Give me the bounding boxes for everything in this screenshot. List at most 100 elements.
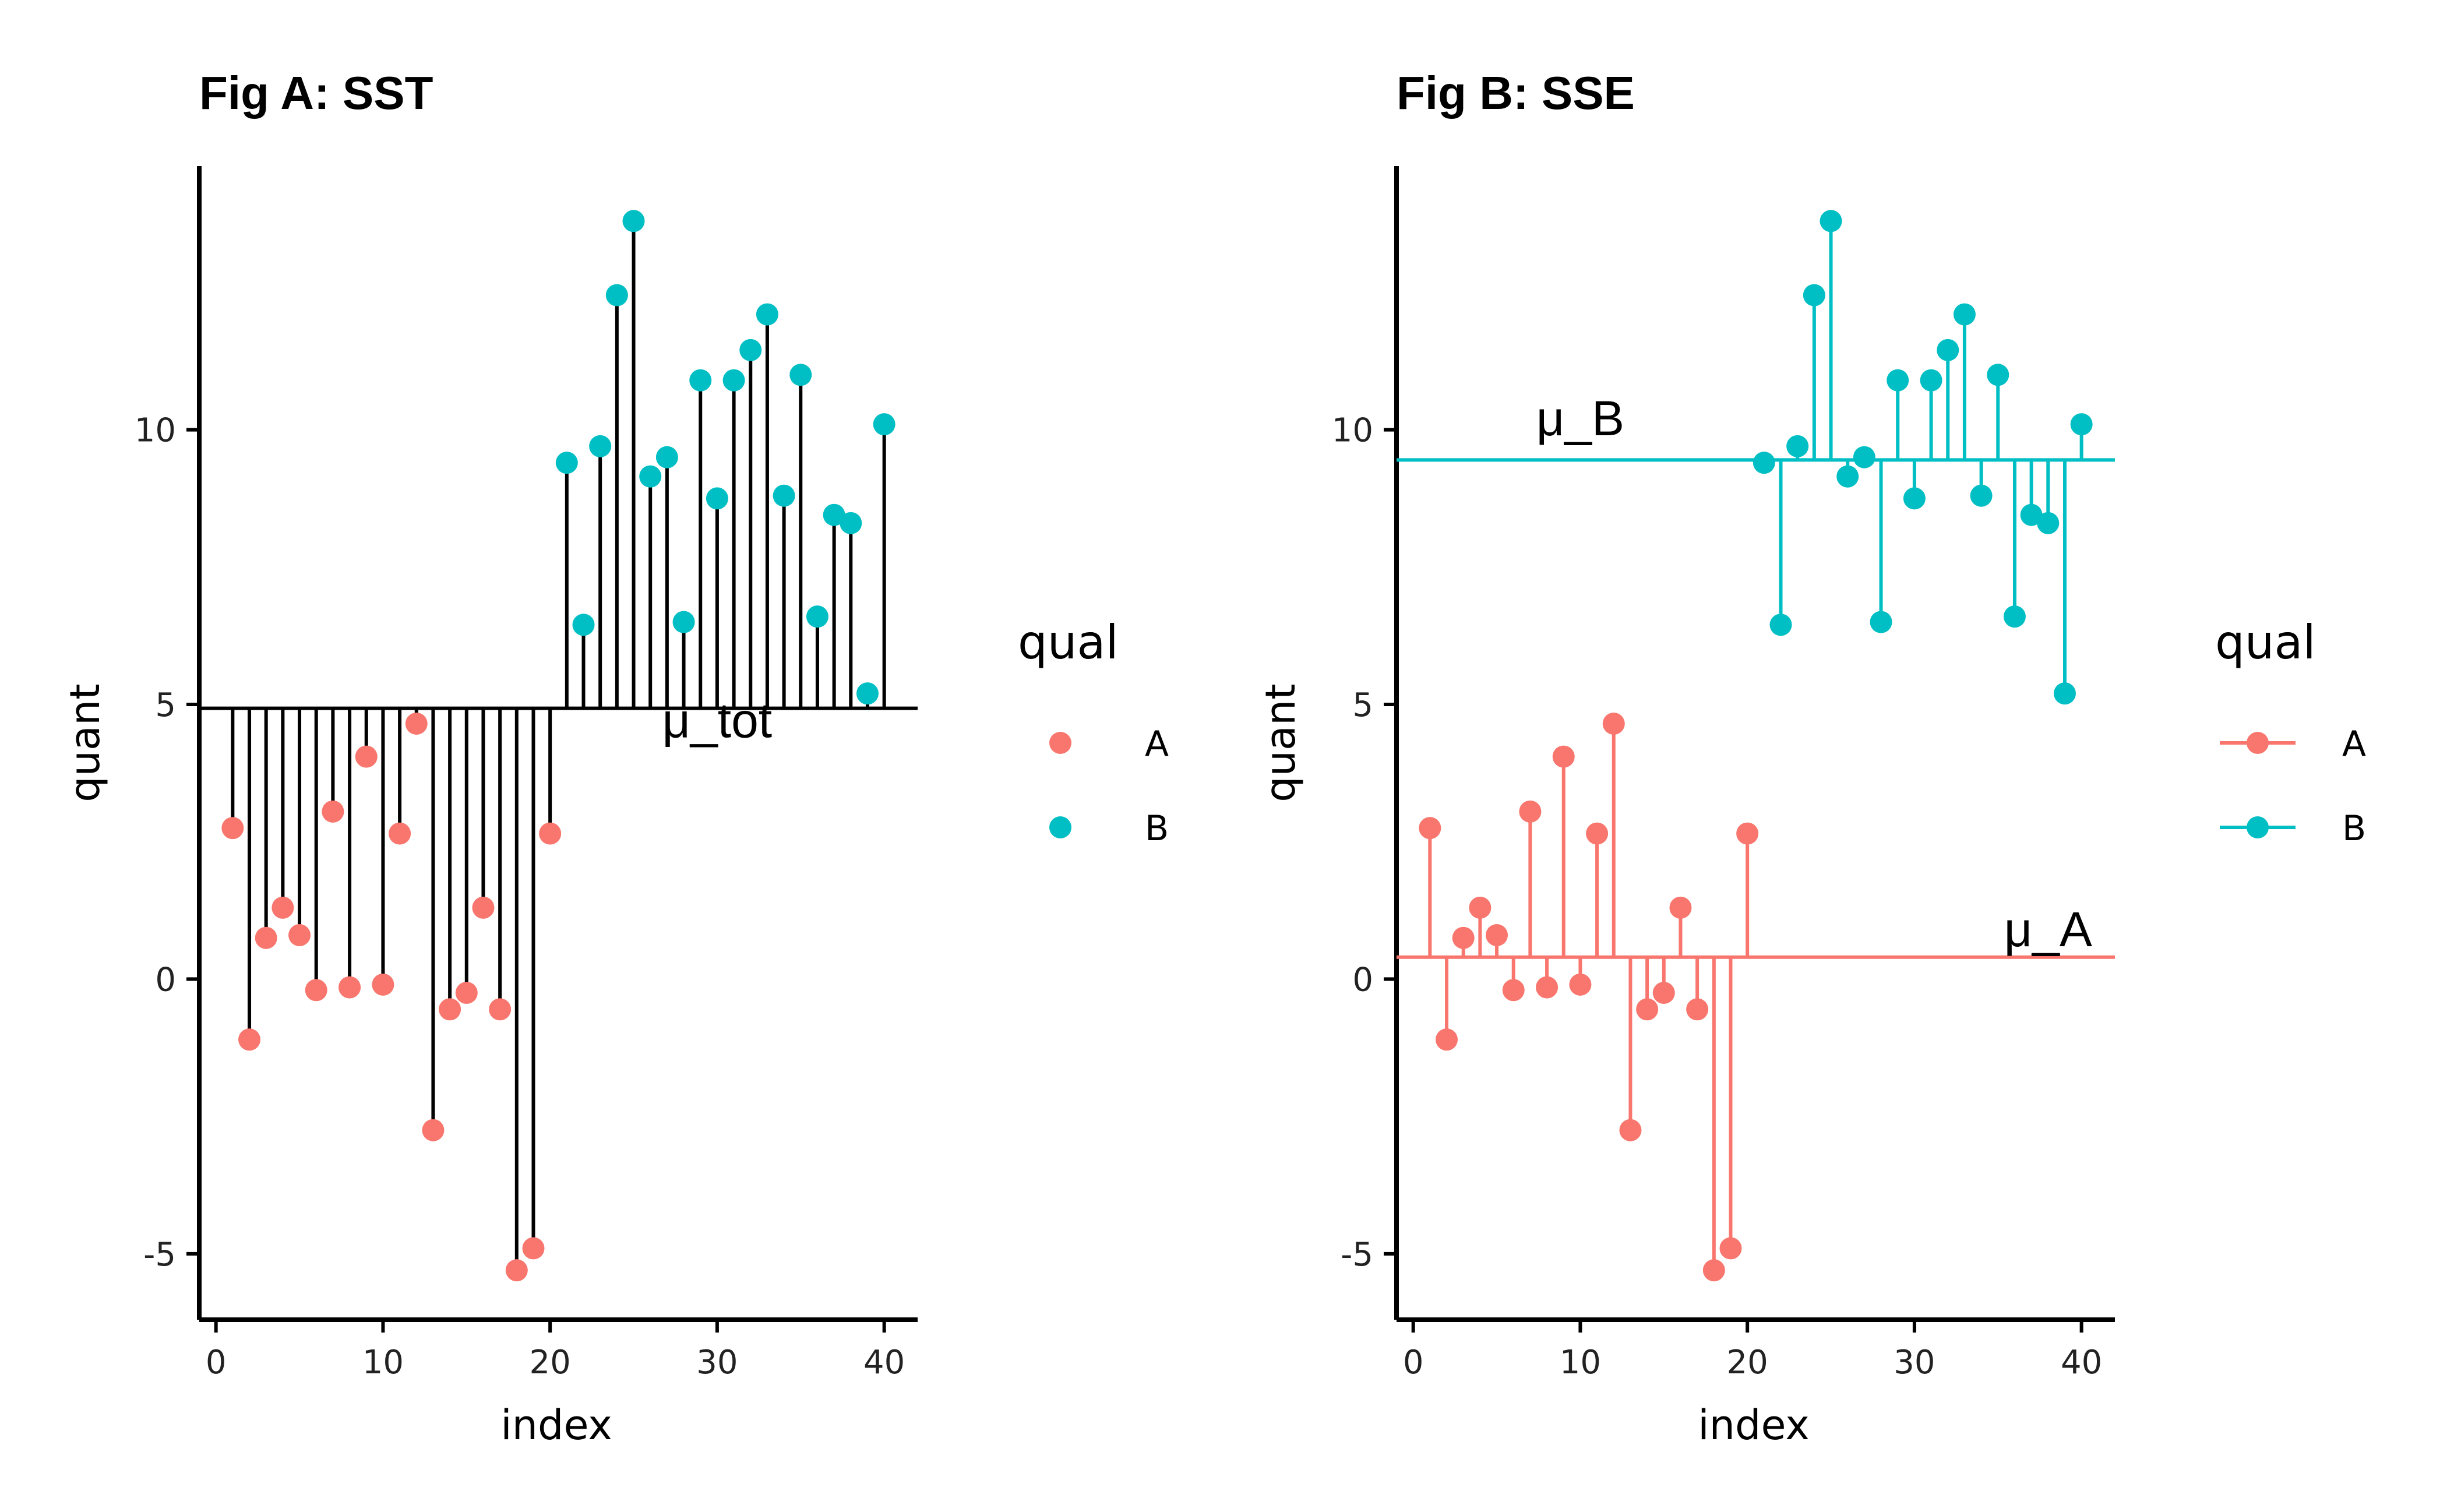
point-B-23 [1786,435,1809,457]
point-B-37 [823,503,845,526]
point-A-2 [238,1028,261,1051]
y-tick-label: 5 [1352,686,1373,724]
legend: qual A B [1018,615,1169,849]
point-B-22 [1769,614,1792,636]
point-B-28 [1870,611,1892,633]
point-A-16 [1669,896,1692,919]
point-B-31 [722,369,745,392]
panel-fig-a: Fig A: SST index quant 0 10 20 30 40 -5 0 5 10 μ_… [61,67,1169,1449]
point-A-10 [372,973,394,996]
point-B-26 [1836,465,1859,488]
legend-label-A: A [1145,724,1169,764]
y-axis-title: quant [61,683,109,802]
point-B-29 [1887,369,1909,392]
point-A-7 [1519,800,1542,823]
point-B-30 [706,487,728,510]
plot-area: 0 10 20 30 40 -5 0 5 10 μ_tot [135,166,918,1381]
point-B-33 [756,303,778,326]
point-A-12 [405,713,428,735]
point-B-32 [1937,339,1959,361]
point-B-36 [2003,605,2026,628]
point-B-27 [655,446,678,468]
point-B-21 [555,452,578,474]
x-tick-label: 10 [362,1344,404,1381]
annotation-label: μ_A [2004,902,2092,957]
point-A-14 [1636,998,1659,1021]
x-tick-label: 30 [696,1344,738,1381]
point-A-12 [1602,713,1625,735]
x-tick-label: 30 [1894,1344,1935,1381]
x-tick-label: 40 [863,1344,905,1381]
legend-key-A [2247,732,2269,754]
x-axis-title: index [1698,1401,1810,1449]
legend-title: qual [1018,615,1119,669]
point-A-18 [505,1259,528,1282]
point-A-9 [1552,745,1575,768]
point-A-15 [1652,982,1675,1004]
point-A-19 [522,1237,545,1260]
y-tick-label: 0 [1352,961,1373,999]
point-B-36 [806,605,828,628]
point-A-16 [472,896,495,919]
point-A-10 [1569,973,1592,996]
point-B-34 [1970,484,1993,507]
point-A-1 [1419,817,1441,840]
x-tick-label: 20 [530,1344,571,1381]
y-tick-label: 5 [155,686,176,724]
point-A-11 [389,822,411,845]
point-B-21 [1753,452,1775,474]
legend-title: qual [2215,615,2316,669]
chart-title: Fig B: SSE [1397,67,1635,119]
point-A-8 [1536,976,1559,999]
point-B-31 [1920,369,1942,392]
point-B-22 [572,614,595,636]
point-B-33 [1953,303,1976,326]
legend-label-B: B [1145,808,1169,849]
point-B-34 [773,484,795,507]
point-A-18 [1702,1259,1725,1282]
point-A-19 [1719,1237,1742,1260]
plot-area: 0 10 20 30 40 -5 0 5 10 μ_B μ_A [1332,166,2115,1381]
y-tick-label: 0 [155,961,176,999]
point-A-20 [1736,822,1759,845]
point-A-15 [455,982,478,1004]
x-tick-label: 0 [1403,1344,1424,1381]
point-B-23 [589,435,612,457]
point-B-24 [605,284,628,306]
point-A-6 [305,979,327,1002]
point-A-6 [1502,979,1525,1002]
y-tick-label: 10 [135,412,176,450]
point-B-28 [672,611,695,633]
point-A-17 [489,998,512,1021]
point-A-7 [322,800,344,823]
point-A-17 [1686,998,1709,1021]
point-A-13 [422,1119,445,1141]
x-tick-label: 20 [1727,1344,1768,1381]
point-B-39 [2053,682,2076,705]
y-tick-label: -5 [1341,1236,1373,1274]
y-tick-label: -5 [143,1236,176,1274]
point-A-3 [255,926,277,949]
point-A-5 [1486,924,1508,946]
x-tick-label: 0 [206,1344,227,1381]
point-B-27 [1853,446,1875,468]
annotation-label: μ_tot [662,693,773,748]
point-B-26 [639,465,662,488]
point-A-4 [1469,896,1492,919]
point-A-14 [439,998,461,1021]
y-tick-label: 10 [1332,412,1373,450]
panel-fig-b: Fig B: SSE index quant 0 10 20 30 40 -5 0 5 10 μ_… [1257,67,2366,1449]
legend-label-B: B [2342,808,2366,849]
legend-key-A [1049,732,1071,754]
point-B-24 [1803,284,1825,306]
point-B-35 [1987,364,2009,386]
point-B-38 [840,512,862,534]
legend: qual A B [2215,615,2366,849]
point-A-9 [355,745,378,768]
x-tick-label: 10 [1560,1344,1601,1381]
point-A-1 [221,817,244,840]
point-A-11 [1586,822,1609,845]
y-axis-title: quant [1257,683,1304,802]
legend-key-B [2247,816,2269,838]
